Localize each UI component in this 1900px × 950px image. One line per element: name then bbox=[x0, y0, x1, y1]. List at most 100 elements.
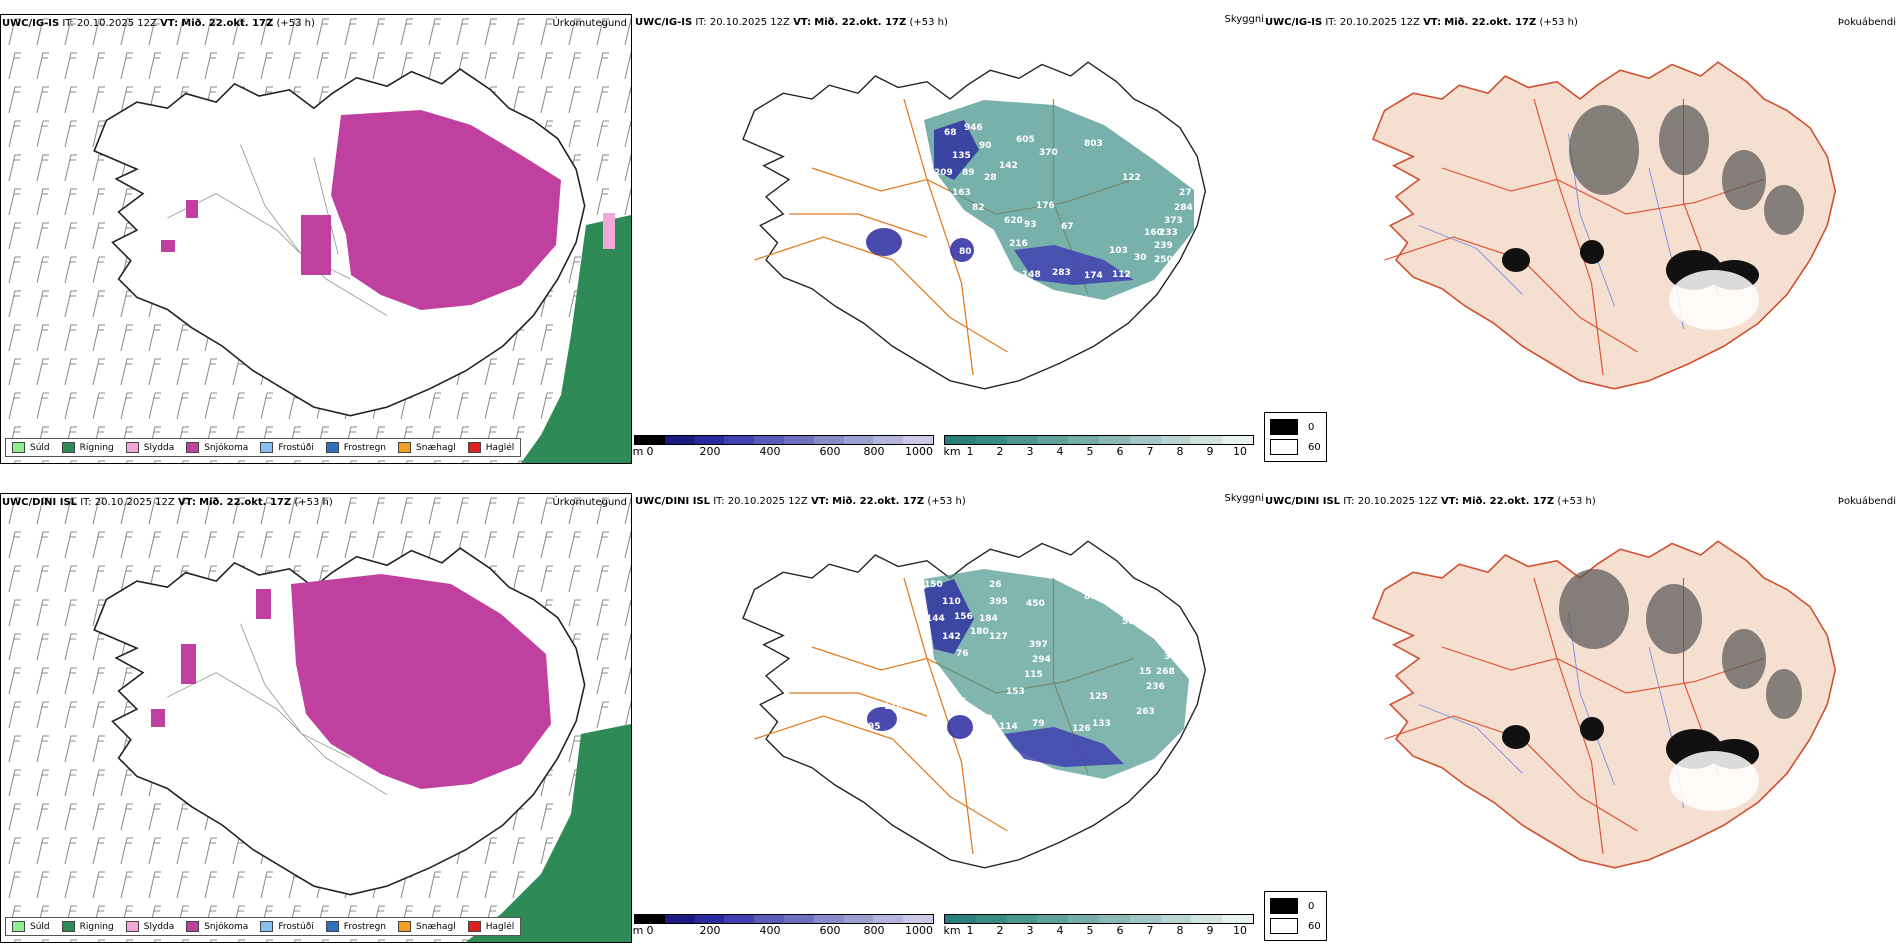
legend-item-frostregn: Frostregn bbox=[325, 442, 386, 453]
low-visibility-m-area bbox=[934, 120, 979, 180]
precip-type-map-bottom: UWC/DINI ISL IT: 20.10.2025 12Z VT: Mið.… bbox=[0, 493, 632, 943]
svg-text:454: 454 bbox=[1019, 567, 1038, 577]
iceland-outline bbox=[93, 547, 586, 896]
legend-swatch bbox=[260, 442, 274, 453]
colorbar-tick: 1000 bbox=[905, 924, 933, 937]
colorbar-tick: 400 bbox=[759, 445, 781, 458]
panel-title-precip: Úrkomutegund bbox=[552, 497, 627, 508]
svg-text:112: 112 bbox=[1112, 270, 1131, 280]
low-visibility-km-area bbox=[924, 569, 1189, 779]
legend-label: 60 bbox=[1308, 920, 1321, 932]
legend-item-slydda: Slydda bbox=[125, 921, 174, 932]
colorbar-unit: km bbox=[943, 445, 961, 458]
svg-text:300: 300 bbox=[934, 393, 953, 403]
legend-item-haglel: Haglél bbox=[467, 442, 514, 453]
low-visibility-m-area bbox=[950, 238, 974, 262]
legend-swatch bbox=[260, 921, 274, 932]
svg-text:233: 233 bbox=[1159, 228, 1178, 238]
legend-item-haglel: Haglél bbox=[467, 921, 514, 932]
legend-swatch bbox=[398, 442, 412, 453]
svg-text:889: 889 bbox=[1084, 592, 1103, 602]
legend-swatch bbox=[1270, 439, 1298, 455]
panel-title-fog: Þokuábendi bbox=[1837, 496, 1896, 507]
legend-swatch bbox=[325, 442, 339, 453]
legend-label: 0 bbox=[1308, 421, 1315, 433]
legend-item-frostudi: Frostúði bbox=[260, 921, 314, 932]
svg-text:180: 180 bbox=[970, 627, 989, 637]
svg-text:27: 27 bbox=[1179, 188, 1192, 198]
legend-item-snaehagl: Snæhagl bbox=[398, 921, 456, 932]
svg-text:605: 605 bbox=[1016, 135, 1035, 145]
legend-label: 60 bbox=[1308, 441, 1321, 453]
svg-text:172: 172 bbox=[974, 714, 993, 724]
svg-text:176: 176 bbox=[1036, 201, 1055, 211]
svg-text:336: 336 bbox=[1164, 652, 1183, 662]
panel-title-visibility: Skyggni bbox=[1224, 14, 1264, 25]
svg-text:28: 28 bbox=[984, 173, 997, 183]
rain-area bbox=[466, 724, 631, 942]
legend-swatch bbox=[61, 921, 75, 932]
legend-swatch bbox=[1270, 898, 1298, 914]
legend-swatch bbox=[12, 921, 25, 932]
panel-title-fog: Þokuábendi bbox=[1837, 17, 1896, 28]
precip-map-canvas bbox=[1, 15, 631, 463]
colorbar-tick: 2 bbox=[996, 445, 1004, 458]
visibility-m-colorbar: m 0 200 400 600 800 1000 bbox=[633, 435, 934, 459]
precip-map-canvas bbox=[1, 494, 631, 942]
colorbar-tick: 5 bbox=[1086, 924, 1094, 937]
svg-text:397: 397 bbox=[1029, 640, 1048, 650]
legend-swatch bbox=[125, 442, 139, 453]
svg-text:110: 110 bbox=[884, 702, 903, 712]
legend-item-frostregn: Frostregn bbox=[325, 921, 386, 932]
colorbar-tick: 2 bbox=[996, 924, 1004, 937]
panel-header: UWC/IG-IS IT: 20.10.2025 12Z VT: Mið. 22… bbox=[635, 17, 948, 28]
legend-item-frostudi: Frostúði bbox=[260, 442, 314, 453]
fog-indication-areas bbox=[1559, 569, 1802, 719]
svg-text:142: 142 bbox=[999, 161, 1018, 171]
fog-legend: 0 60 bbox=[1264, 891, 1327, 941]
visibility-map-top: UWC/IG-IS IT: 20.10.2025 12Z VT: Mið. 22… bbox=[633, 14, 1264, 459]
colorbar-tick: 10 bbox=[1233, 445, 1247, 458]
legend-swatch bbox=[467, 442, 481, 453]
svg-text:268: 268 bbox=[1156, 667, 1175, 677]
colorbar-tick: 8 bbox=[1176, 924, 1184, 937]
svg-text:887: 887 bbox=[1064, 303, 1083, 313]
svg-text:184: 184 bbox=[979, 614, 998, 624]
svg-text:370: 370 bbox=[1039, 148, 1058, 158]
panel-title-precip: Úrkomutegund bbox=[552, 18, 627, 29]
svg-text:283: 283 bbox=[1052, 268, 1071, 278]
svg-text:86: 86 bbox=[954, 697, 967, 707]
colorbar-tick: 200 bbox=[699, 924, 721, 937]
svg-text:76: 76 bbox=[956, 649, 969, 659]
colorbar-unit: m bbox=[632, 924, 644, 937]
svg-text:30: 30 bbox=[1134, 253, 1147, 263]
colorbar-m bbox=[634, 435, 934, 445]
panel-header: UWC/IG-IS IT: 20.10.2025 12Z VT: Mið. 22… bbox=[1265, 17, 1578, 28]
panel-title-visibility: Skyggni bbox=[1224, 493, 1264, 504]
low-visibility-km-area bbox=[924, 100, 1194, 300]
svg-text:93: 93 bbox=[1024, 220, 1037, 230]
svg-text:144: 144 bbox=[926, 614, 945, 624]
svg-text:283: 283 bbox=[934, 870, 953, 880]
legend-swatch bbox=[1270, 419, 1298, 435]
colorbar-tick: 800 bbox=[863, 924, 885, 937]
svg-text:80: 80 bbox=[959, 247, 972, 257]
legend-swatch bbox=[125, 921, 139, 932]
panel-header: UWC/DINI ISL IT: 20.10.2025 12Z VT: Mið.… bbox=[635, 496, 966, 507]
colorbar-tick: 5 bbox=[1086, 445, 1094, 458]
svg-text:90: 90 bbox=[979, 141, 992, 151]
precip-type-map-top: UWC/IG-IS IT: 20.10.2025 12Z VT: Mið. 22… bbox=[0, 14, 632, 464]
colorbar-tick: 4 bbox=[1056, 445, 1064, 458]
svg-text:98: 98 bbox=[894, 253, 907, 263]
svg-text:115: 115 bbox=[1024, 670, 1043, 680]
svg-text:126: 126 bbox=[1072, 724, 1091, 734]
colorbar-km bbox=[944, 435, 1254, 445]
svg-text:127: 127 bbox=[989, 632, 1008, 642]
visibility-labels: 150 26 454 110 395 889 407 144 156 184 4… bbox=[868, 567, 1183, 880]
fog-indication-areas bbox=[1569, 105, 1804, 235]
panel-header: UWC/DINI ISL IT: 20.10.2025 12Z VT: Mið.… bbox=[2, 497, 333, 508]
glacier-area bbox=[1669, 270, 1759, 330]
visibility-labels: 68 946 135 90 605 370 803 142 209 89 28 … bbox=[874, 123, 1193, 403]
precip-legend: Súld Rigning Slydda Snjókoma Frostúði Fr… bbox=[5, 438, 522, 457]
svg-text:117: 117 bbox=[874, 270, 893, 280]
